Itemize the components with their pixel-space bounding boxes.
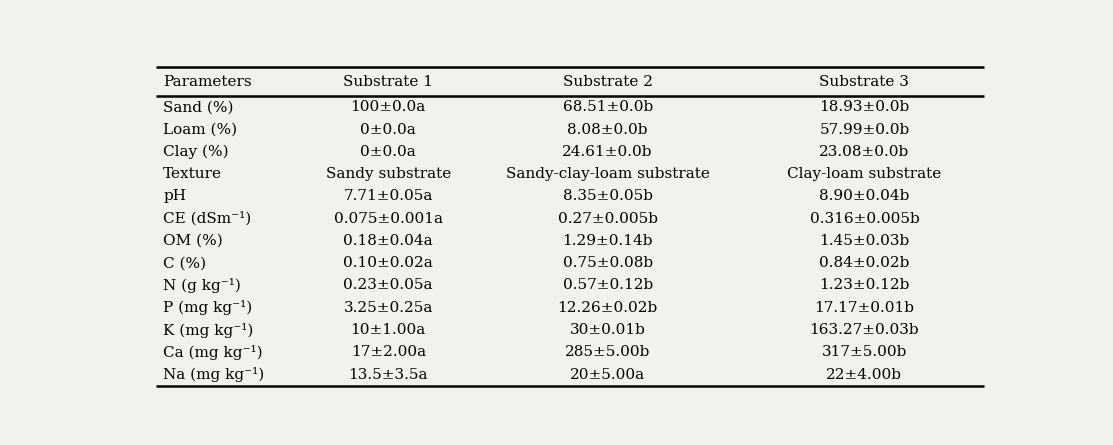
- Text: Substrate 2: Substrate 2: [563, 75, 652, 89]
- Text: 12.26±0.02b: 12.26±0.02b: [558, 301, 658, 315]
- Text: 100±0.0a: 100±0.0a: [351, 100, 426, 114]
- Text: Sandy-clay-loam substrate: Sandy-clay-loam substrate: [505, 167, 710, 181]
- Text: 0.075±0.001a: 0.075±0.001a: [334, 212, 443, 226]
- Text: Ca (mg kg⁻¹): Ca (mg kg⁻¹): [164, 345, 263, 360]
- Text: 68.51±0.0b: 68.51±0.0b: [562, 100, 653, 114]
- Text: 0.316±0.005b: 0.316±0.005b: [809, 212, 919, 226]
- Text: 20±5.00a: 20±5.00a: [570, 368, 646, 382]
- Text: 317±5.00b: 317±5.00b: [821, 345, 907, 360]
- Text: 30±0.01b: 30±0.01b: [570, 323, 646, 337]
- Text: 8.35±0.05b: 8.35±0.05b: [563, 190, 652, 203]
- Text: OM (%): OM (%): [164, 234, 223, 248]
- Text: 0±0.0a: 0±0.0a: [361, 145, 416, 159]
- Text: 1.23±0.12b: 1.23±0.12b: [819, 279, 909, 292]
- Text: 8.90±0.04b: 8.90±0.04b: [819, 190, 909, 203]
- Text: 1.45±0.03b: 1.45±0.03b: [819, 234, 909, 248]
- Text: 7.71±0.05a: 7.71±0.05a: [344, 190, 433, 203]
- Text: 8.08±0.0b: 8.08±0.0b: [568, 122, 648, 137]
- Text: 22±4.00b: 22±4.00b: [826, 368, 903, 382]
- Text: 1.29±0.14b: 1.29±0.14b: [562, 234, 653, 248]
- Text: 10±1.00a: 10±1.00a: [351, 323, 426, 337]
- Text: Loam (%): Loam (%): [164, 122, 237, 137]
- Text: N (g kg⁻¹): N (g kg⁻¹): [164, 278, 242, 293]
- Text: P (mg kg⁻¹): P (mg kg⁻¹): [164, 300, 253, 315]
- Text: 0.27±0.005b: 0.27±0.005b: [558, 212, 658, 226]
- Text: Texture: Texture: [164, 167, 223, 181]
- Text: Sand (%): Sand (%): [164, 100, 234, 114]
- Text: Substrate 1: Substrate 1: [343, 75, 433, 89]
- Text: pH: pH: [164, 190, 186, 203]
- Text: 57.99±0.0b: 57.99±0.0b: [819, 122, 909, 137]
- Text: Na (mg kg⁻¹): Na (mg kg⁻¹): [164, 367, 265, 382]
- Text: 13.5±3.5a: 13.5±3.5a: [348, 368, 429, 382]
- Text: Clay-loam substrate: Clay-loam substrate: [787, 167, 942, 181]
- Text: 0.10±0.02a: 0.10±0.02a: [344, 256, 433, 270]
- Text: 17±2.00a: 17±2.00a: [351, 345, 426, 360]
- Text: Parameters: Parameters: [164, 75, 252, 89]
- Text: 163.27±0.03b: 163.27±0.03b: [809, 323, 919, 337]
- Text: 17.17±0.01b: 17.17±0.01b: [815, 301, 915, 315]
- Text: Sandy substrate: Sandy substrate: [326, 167, 451, 181]
- Text: 0.18±0.04a: 0.18±0.04a: [344, 234, 433, 248]
- Text: 0±0.0a: 0±0.0a: [361, 122, 416, 137]
- Text: 0.75±0.08b: 0.75±0.08b: [562, 256, 652, 270]
- Text: 3.25±0.25a: 3.25±0.25a: [344, 301, 433, 315]
- Text: Substrate 3: Substrate 3: [819, 75, 909, 89]
- Text: 0.57±0.12b: 0.57±0.12b: [562, 279, 653, 292]
- Text: 0.23±0.05a: 0.23±0.05a: [344, 279, 433, 292]
- Text: 0.84±0.02b: 0.84±0.02b: [819, 256, 909, 270]
- Text: 24.61±0.0b: 24.61±0.0b: [562, 145, 653, 159]
- Text: 23.08±0.0b: 23.08±0.0b: [819, 145, 909, 159]
- Text: C (%): C (%): [164, 256, 206, 270]
- Text: 285±5.00b: 285±5.00b: [565, 345, 650, 360]
- Text: 18.93±0.0b: 18.93±0.0b: [819, 100, 909, 114]
- Text: K (mg kg⁻¹): K (mg kg⁻¹): [164, 323, 254, 338]
- Text: Clay (%): Clay (%): [164, 145, 229, 159]
- Text: CE (dSm⁻¹): CE (dSm⁻¹): [164, 211, 252, 226]
